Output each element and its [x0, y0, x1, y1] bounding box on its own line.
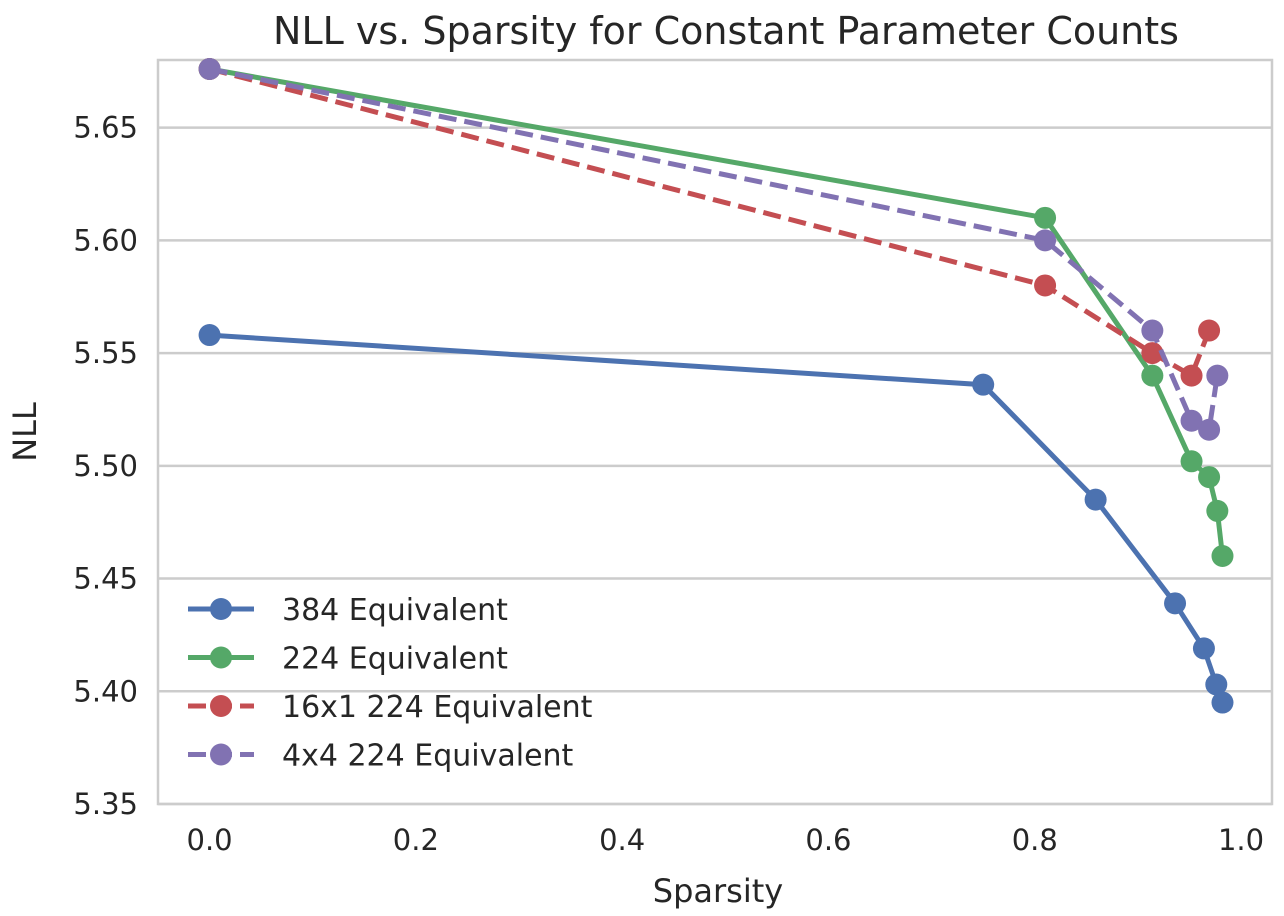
- data-point: [1141, 364, 1164, 387]
- y-tick-label: 5.65: [73, 111, 138, 145]
- data-point: [1198, 418, 1221, 441]
- legend-marker: [210, 695, 232, 717]
- x-tick-label: 0.6: [805, 823, 851, 857]
- legend-label: 4x4 224 Equivalent: [282, 739, 574, 774]
- data-point: [1192, 637, 1215, 660]
- plot-frame: [156, 58, 1274, 806]
- legend-marker: [210, 646, 232, 669]
- series-4: [198, 58, 1229, 441]
- series-3: [198, 58, 1221, 387]
- y-tick-label: 5.40: [73, 674, 138, 708]
- x-tick-label: 1.0: [1218, 823, 1264, 857]
- y-tick-label: 5.50: [73, 449, 138, 483]
- legend-item: 4x4 224 Equivalent: [188, 739, 574, 774]
- x-tick-label: 0.0: [187, 823, 233, 857]
- legend-marker: [210, 743, 232, 766]
- y-tick-label: 5.35: [73, 787, 138, 821]
- y-axis-label: NLL: [6, 402, 44, 462]
- series-2: [198, 58, 1234, 567]
- data-point: [198, 324, 221, 347]
- data-point: [1084, 488, 1107, 511]
- data-point: [1180, 450, 1203, 473]
- data-point: [1141, 319, 1164, 342]
- x-tick-label: 0.4: [599, 823, 645, 857]
- y-tick-label: 5.45: [73, 562, 138, 596]
- grid-lines: [158, 126, 1272, 806]
- data-point: [1180, 364, 1203, 387]
- legend-label: 384 Equivalent: [282, 593, 508, 628]
- data-point: [1205, 673, 1228, 696]
- y-tick-label: 5.60: [73, 223, 138, 257]
- data-point: [1164, 592, 1187, 615]
- legend: 384 Equivalent 224 Equivalent 16x1 224 Equ…: [188, 593, 593, 774]
- legend-item: 16x1 224 Equivalent: [188, 690, 593, 725]
- data-point: [1211, 545, 1234, 567]
- legend-label: 16x1 224 Equivalent: [282, 690, 593, 725]
- series-group: [198, 58, 1234, 714]
- series-1: [198, 324, 1234, 714]
- data-point: [1206, 499, 1229, 522]
- chart-title: NLL vs. Sparsity for Constant Parameter …: [273, 9, 1179, 53]
- axis-ticks: 5.35 5.40 5.45 5.50 5.55 5.60 5.65 0.0 0.2 0.4 0.6…: [73, 111, 1264, 857]
- legend-marker: [210, 598, 232, 620]
- x-axis-label: Sparsity: [653, 872, 783, 910]
- data-point: [1180, 409, 1203, 432]
- legend-label: 224 Equivalent: [282, 642, 508, 677]
- data-point: [1141, 342, 1164, 365]
- data-point: [198, 58, 221, 81]
- data-point: [1198, 466, 1221, 489]
- data-point: [1211, 691, 1234, 714]
- data-point: [1206, 364, 1229, 387]
- legend-item: 224 Equivalent: [188, 642, 508, 677]
- series-line: [209, 66, 1225, 557]
- y-tick-label: 5.55: [73, 336, 138, 370]
- data-point: [1198, 319, 1221, 342]
- x-tick-label: 0.8: [1012, 823, 1058, 857]
- data-point: [1034, 274, 1057, 297]
- data-point: [1034, 229, 1057, 252]
- data-point: [972, 373, 995, 396]
- data-point: [1034, 206, 1057, 229]
- series-line: [208, 66, 1212, 379]
- legend-item: 384 Equivalent: [188, 593, 508, 628]
- x-tick-label: 0.2: [393, 823, 439, 857]
